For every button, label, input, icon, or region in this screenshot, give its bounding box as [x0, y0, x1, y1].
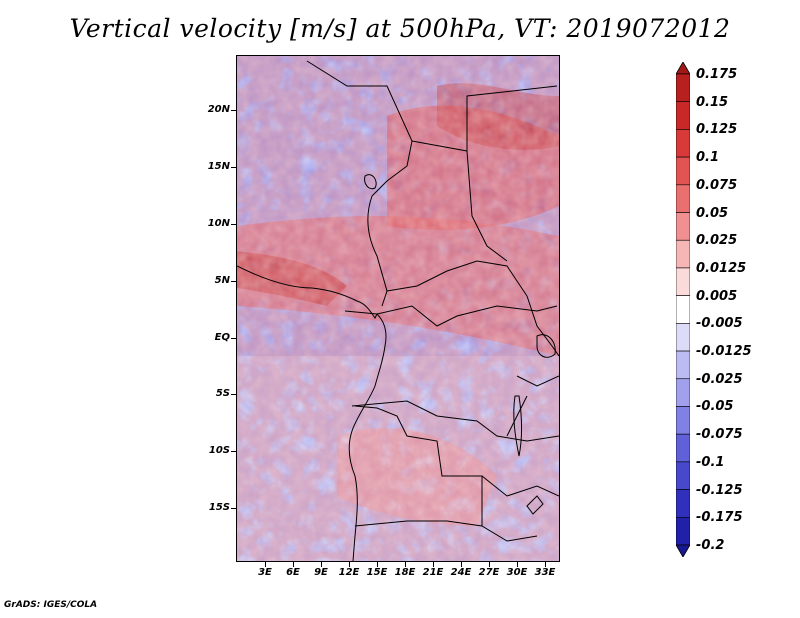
lat-tick	[231, 224, 236, 225]
lat-label-10S: 10S	[208, 445, 230, 456]
colorbar-swatch	[676, 433, 690, 463]
colorbar-swatch	[676, 295, 690, 324]
colorbar-swatch	[676, 516, 690, 546]
lat-tick	[231, 451, 236, 452]
colorbar-label: 0.075	[696, 177, 738, 193]
colorbar-bottom-arrow	[676, 544, 690, 557]
lon-label-24E: 24E	[450, 567, 472, 578]
colorbar-label: -0.075	[696, 427, 743, 443]
car-border	[386, 260, 528, 297]
lake-chad	[364, 174, 377, 190]
colorbar-label: -0.005	[696, 316, 743, 332]
gulf-of-guinea-coast	[348, 313, 387, 477]
lon-tick	[489, 562, 490, 567]
west-africa-coastline	[237, 265, 378, 319]
lat-tick	[231, 110, 236, 111]
lat-label-5S: 5S	[215, 388, 230, 399]
sudan-border	[466, 150, 508, 262]
lat-label-5N: 5N	[214, 275, 230, 286]
colorbar-label: 0.125	[696, 122, 738, 138]
colorbar-label: -0.0125	[696, 344, 752, 360]
chart-title: Vertical velocity [m/s] at 500hPa, VT: 2…	[69, 14, 731, 43]
country-borders	[237, 60, 559, 561]
lon-tick	[265, 562, 266, 567]
velocity-field-map	[237, 56, 559, 561]
colorbar-label: -0.2	[696, 538, 725, 553]
colorbar-swatch	[676, 378, 690, 407]
colorbar-swatch	[676, 461, 690, 490]
colorbar-label: 0.1	[696, 150, 720, 166]
colorbar-label: -0.125	[696, 482, 743, 498]
lon-label-18E: 18E	[394, 567, 416, 578]
lat-tick	[231, 394, 236, 395]
lon-label-9E: 9E	[314, 567, 328, 578]
colorbar-label: 0.175	[696, 67, 738, 82]
lat-tick	[231, 508, 236, 509]
colorbar-swatch	[676, 73, 690, 103]
congo-border	[344, 305, 558, 327]
colorbar-swatch	[676, 489, 690, 518]
lon-tick	[433, 562, 434, 567]
lat-tick	[231, 167, 236, 168]
colorbar-top-arrow	[676, 62, 690, 75]
lake-victoria	[536, 334, 556, 358]
southwest-coast	[352, 475, 358, 561]
colorbar-label: 0.0125	[696, 260, 747, 276]
lat-label-10N: 10N	[207, 218, 230, 229]
colorbar-label: -0.05	[696, 399, 734, 415]
lon-label-12E: 12E	[338, 567, 360, 578]
colorbar-swatch	[676, 406, 690, 435]
lon-tick	[377, 562, 378, 567]
chad-border	[411, 85, 558, 152]
field-speckle	[237, 56, 559, 561]
colorbar-label: -0.1	[696, 454, 725, 470]
colorbar-label: -0.025	[696, 371, 743, 387]
lat-label-20N: 20N	[207, 104, 230, 115]
zambia-border	[481, 475, 559, 497]
colorbar-swatch	[676, 350, 690, 380]
colorbar-label: 0.025	[696, 233, 738, 249]
lon-tick	[461, 562, 462, 567]
colorbar-swatch	[676, 267, 690, 296]
lon-tick	[293, 562, 294, 567]
lon-tick	[321, 562, 322, 567]
colorbar-label: -0.175	[696, 510, 743, 526]
colorbar-swatch	[676, 184, 690, 213]
lon-label-6E: 6E	[286, 567, 300, 578]
colorbar-label: 0.05	[696, 205, 729, 221]
grads-credit: GrADS: IGES/COLA	[4, 600, 98, 610]
map-panel	[236, 55, 560, 562]
lon-label-30E: 30E	[506, 567, 528, 578]
lat-label-EQ: EQ	[214, 332, 230, 343]
colorbar-swatch	[676, 212, 690, 241]
drc-south-border	[351, 400, 559, 442]
colorbar-label: 0.005	[696, 288, 738, 304]
lon-tick	[349, 562, 350, 567]
lon-label-33E: 33E	[534, 567, 556, 578]
colorbar-label: 0.15	[696, 94, 729, 110]
colorbar-swatch	[676, 323, 690, 352]
colorbar-swatch	[676, 101, 690, 130]
namibia-border	[354, 520, 538, 542]
lat-tick	[231, 338, 236, 339]
colorbar-swatch	[676, 156, 690, 186]
lon-label-27E: 27E	[478, 567, 500, 578]
lake-tanganyika	[513, 395, 523, 457]
lon-tick	[405, 562, 406, 567]
lon-label-15E: 15E	[366, 567, 388, 578]
colorbar-swatch	[676, 129, 690, 158]
lon-tick	[517, 562, 518, 567]
lat-tick	[231, 281, 236, 282]
angola-border	[354, 405, 483, 526]
colorbar	[676, 62, 690, 557]
zambezi-lake	[526, 495, 544, 515]
lat-label-15N: 15N	[207, 161, 230, 172]
lat-label-15S: 15S	[208, 502, 230, 513]
lon-tick	[545, 562, 546, 567]
lon-label-21E: 21E	[422, 567, 444, 578]
colorbar-swatch	[676, 239, 690, 269]
lon-label-3E: 3E	[258, 567, 272, 578]
